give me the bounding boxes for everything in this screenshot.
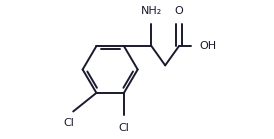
Text: Cl: Cl — [64, 118, 74, 128]
Text: Cl: Cl — [118, 123, 129, 133]
Text: NH₂: NH₂ — [141, 6, 162, 16]
Text: O: O — [175, 6, 183, 16]
Text: OH: OH — [199, 41, 216, 51]
